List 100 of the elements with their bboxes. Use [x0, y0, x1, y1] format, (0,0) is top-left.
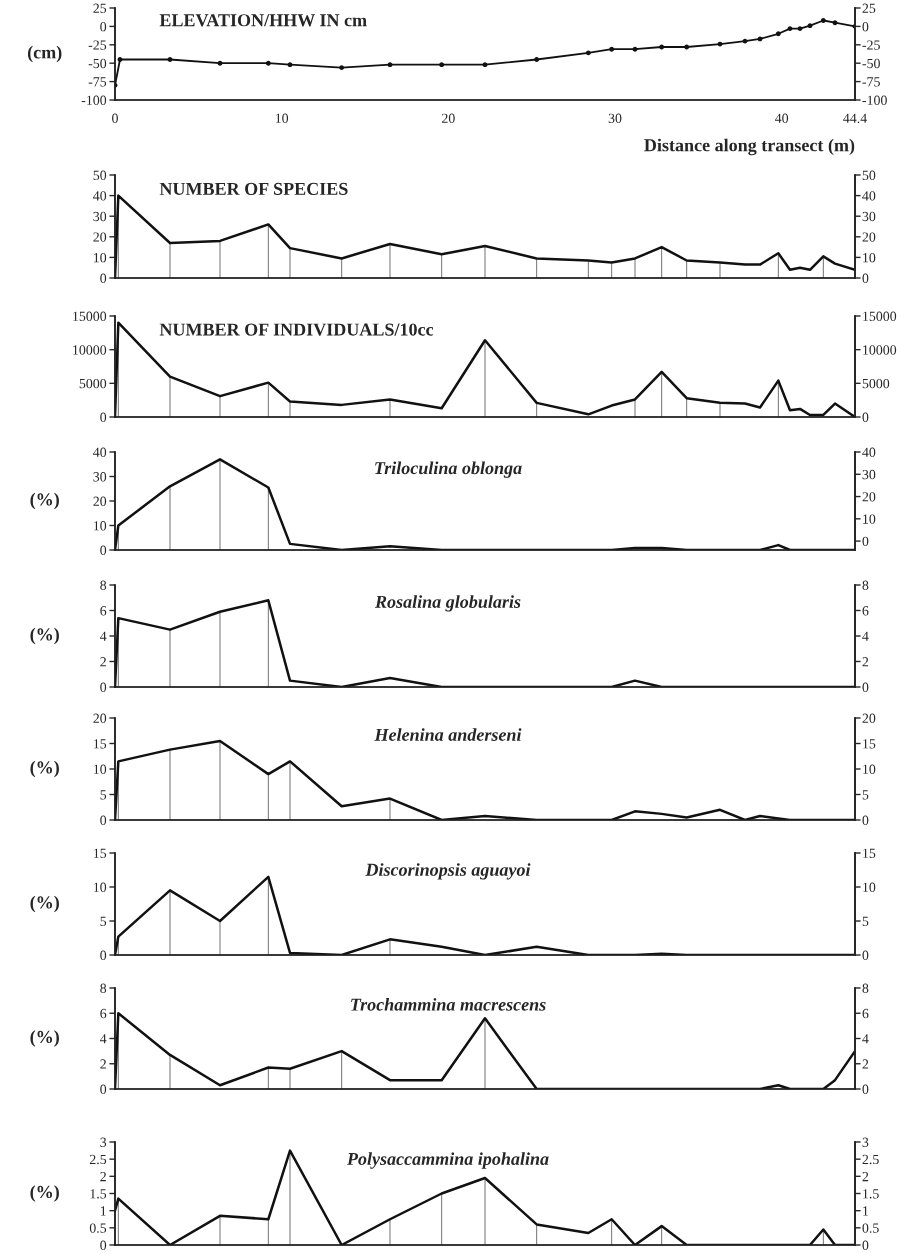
y2-tick-label: 15 — [863, 848, 876, 858]
y-axis-title: (%) — [30, 492, 59, 510]
y2-tick-label: 10 — [863, 882, 876, 892]
y-tick-label: 0 — [100, 1240, 107, 1250]
y-tick-label: 2.5 — [89, 1154, 107, 1165]
y2-tick-label: 20 — [862, 232, 876, 242]
y-tick-label: 20 — [93, 232, 107, 242]
y2-tick-label: 0 — [862, 1240, 869, 1250]
text: Polysaccammina ipohalina — [346, 1152, 549, 1169]
chart-title: NUMBER OF SPECIES — [159, 182, 348, 195]
point — [482, 62, 488, 68]
y2-tick-label: 0 — [862, 815, 869, 825]
y-tick-label: 10 — [94, 521, 107, 531]
text: Discorinopsis aguayoi — [365, 863, 531, 880]
y2-tick-label: 0 — [862, 1084, 869, 1094]
y2-tick-label: 10 — [863, 764, 876, 774]
x-tick-label: 20 — [442, 113, 455, 123]
y-tick-label: 1 — [100, 1206, 106, 1216]
y2-tick-label: 2 — [862, 657, 869, 667]
y-tick-label: -100 — [81, 95, 107, 105]
y2-tick-label: 5000 — [862, 378, 890, 389]
y2-tick-label: 0.5 — [862, 1223, 879, 1233]
y-tick-label: 30 — [93, 211, 107, 222]
y-tick-label: 20 — [93, 496, 107, 506]
point — [265, 60, 271, 66]
y-tick-label: 6 — [100, 1008, 107, 1019]
point — [287, 62, 293, 68]
y2-tick-label: 15000 — [863, 311, 897, 321]
y2-tick-label: 0 — [862, 412, 869, 422]
y-tick-label: 30 — [93, 472, 107, 482]
point — [585, 50, 591, 56]
y2-tick-label: 30 — [862, 469, 876, 480]
y-tick-label: 5 — [100, 916, 107, 926]
point — [217, 60, 223, 66]
y2-tick-label: -50 — [862, 58, 880, 69]
y-tick-label: 2 — [100, 657, 106, 667]
y-tick-label: 40 — [93, 191, 107, 201]
y-tick-label: 4 — [99, 631, 107, 641]
y-axis-title: (cm) — [27, 45, 62, 63]
y-tick-label: 8 — [100, 580, 107, 590]
y-tick-label: 0 — [100, 273, 107, 283]
y-tick-label: 20 — [93, 713, 107, 723]
x-axis-title: Distance along transect (m) — [644, 138, 855, 156]
y-tick-label: 0 — [100, 682, 107, 692]
y-tick-label: 8 — [100, 983, 107, 993]
x-tick-label: 44.4 — [843, 113, 867, 124]
point — [439, 62, 445, 68]
y-axis-title: (%) — [30, 1185, 59, 1202]
chart-title: ELEVATION/HHW IN cm — [159, 14, 367, 27]
y2-tick-label: 20 — [862, 492, 876, 502]
y2-tick-label: 2 — [862, 1171, 869, 1182]
y2-tick-label: 30 — [862, 211, 876, 222]
y2-tick-label: 10000 — [863, 345, 897, 355]
y2-tick-label: 0 — [862, 273, 869, 283]
y-axis-title: (%) — [30, 895, 59, 913]
chart-title: NUMBER OF INDIVIDUALS/10cc — [159, 323, 434, 336]
y-tick-label: 10 — [94, 252, 107, 263]
y2-tick-label: 2 — [862, 1059, 869, 1069]
y-tick-label: -25 — [88, 40, 107, 50]
y-tick-label: 0.5 — [89, 1223, 107, 1233]
point — [609, 46, 615, 52]
y2-tick-label: 0 — [862, 536, 869, 547]
y-tick-label: 15 — [94, 739, 107, 749]
y-tick-label: 0 — [100, 950, 107, 960]
y-tick-label: 0 — [100, 815, 107, 825]
y-tick-label: 40 — [93, 447, 107, 457]
y-tick-label: 10 — [94, 882, 107, 892]
y-tick-label: 1.5 — [90, 1189, 107, 1199]
y2-tick-label: 10 — [863, 252, 876, 263]
y2-tick-label: 4 — [862, 1034, 869, 1044]
y2-tick-label: 5 — [862, 790, 869, 800]
point — [832, 20, 838, 26]
y2-tick-label: 40 — [862, 447, 876, 457]
point — [534, 57, 540, 62]
y-tick-label: 6 — [100, 606, 107, 616]
y-axis-title: (%) — [30, 1030, 59, 1047]
y-tick-label: 50 — [93, 170, 107, 180]
y-tick-label: 0 — [100, 21, 107, 32]
point — [807, 23, 813, 29]
y-tick-label: -50 — [88, 58, 107, 69]
x-tick-label: 30 — [608, 113, 622, 123]
y2-tick-label: 0 — [862, 682, 869, 692]
y2-tick-label: 6 — [862, 1008, 869, 1019]
y2-tick-label: 40 — [862, 191, 876, 201]
point — [775, 31, 781, 37]
y2-tick-label: 3 — [862, 1137, 869, 1147]
y2-tick-label: 1 — [863, 1206, 869, 1216]
y-tick-label: 0 — [100, 412, 107, 422]
y2-tick-label: 8 — [862, 580, 869, 590]
y2-tick-label: 15 — [863, 739, 876, 749]
y-tick-label: 4 — [99, 1034, 107, 1044]
y2-tick-label: -75 — [862, 77, 880, 87]
point — [387, 62, 393, 68]
y-tick-label: 3 — [100, 1137, 107, 1147]
y-axis-title: (%) — [30, 627, 59, 645]
x-tick-label: 10 — [275, 113, 289, 123]
y-tick-label: 0 — [100, 545, 107, 555]
y2-tick-label: 2.5 — [862, 1154, 879, 1165]
chart-title: Trochammina macrescens — [351, 997, 546, 1011]
y-tick-label: 10 — [94, 764, 107, 774]
